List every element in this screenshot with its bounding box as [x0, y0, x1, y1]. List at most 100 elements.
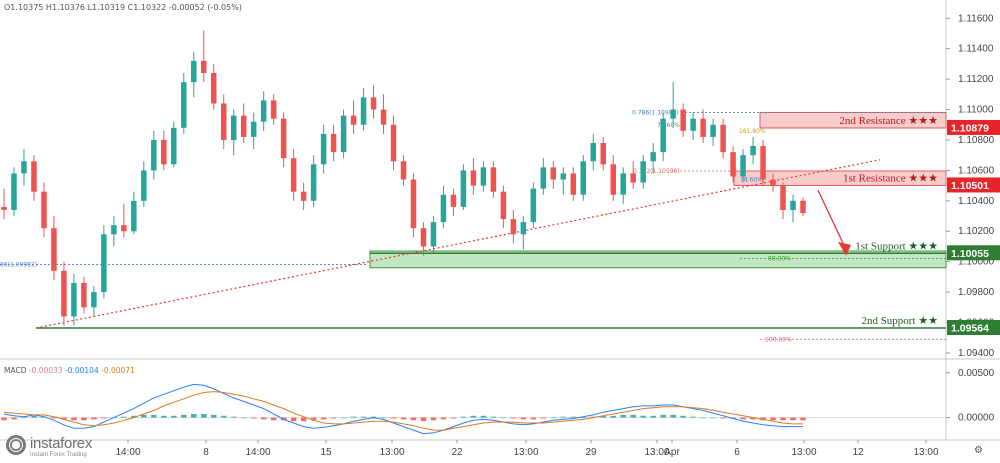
macd-histogram-bar: [450, 417, 457, 419]
macd-histogram-bar: [61, 417, 67, 420]
x-tick-label: 12: [852, 447, 864, 458]
candle-body: [450, 194, 457, 207]
candle-body: [151, 139, 157, 171]
fib-annotation: 86(1.09982): [0, 261, 37, 268]
candle-body: [750, 146, 756, 156]
x-tick-label: 13:00: [513, 447, 538, 458]
candle-body: [550, 167, 557, 180]
macd-histogram-bar: [350, 416, 357, 418]
macd-histogram-bar: [460, 416, 467, 418]
macd-histogram-bar: [510, 417, 517, 419]
macd-y-tick-label: 0.00500: [958, 368, 995, 379]
candle-body: [430, 222, 437, 247]
candle-body: [590, 143, 597, 162]
candle-body: [310, 164, 317, 201]
level-name: 2nd Resistance ★★★: [839, 115, 938, 127]
candle-body: [460, 170, 467, 207]
fib-annotation: 100.00%: [765, 336, 792, 343]
macd-histogram-bar: [151, 414, 157, 418]
candle-body: [360, 97, 367, 125]
candle-body: [240, 115, 247, 137]
macd-histogram-bar: [191, 414, 197, 418]
x-tick-label: Apr: [664, 447, 680, 458]
macd-signal-line: [3, 391, 803, 431]
candle-body: [191, 60, 197, 83]
macd-histogram-bar: [220, 415, 227, 418]
macd-histogram-bar: [260, 417, 267, 420]
macd-histogram-bar: [560, 416, 567, 418]
macd-histogram-bar: [530, 417, 537, 420]
price-badge-label: 1.10501: [951, 180, 989, 192]
macd-histogram-bar: [550, 417, 557, 419]
macd-histogram-bar: [101, 417, 107, 419]
x-tick-label: 13:00: [644, 447, 669, 458]
candle-body: [580, 161, 587, 195]
macd-histogram-bar: [780, 417, 786, 421]
candle-body: [560, 173, 567, 180]
price-badge: [947, 177, 1000, 193]
y-tick-label: 1.11400: [958, 44, 994, 55]
macd-histogram-bar: [440, 417, 447, 420]
candle-body: [640, 161, 646, 183]
macd-histogram-bar: [770, 417, 776, 421]
candle-body: [470, 170, 477, 186]
y-tick-label: 1.09800: [958, 287, 995, 298]
candle-body: [480, 167, 487, 186]
x-tick-label: 8: [203, 447, 209, 458]
candle-body: [490, 167, 497, 192]
y-tick-label: 1.10400: [958, 196, 995, 207]
candle-body: [201, 60, 207, 74]
price-badge-label: 1.10055: [951, 248, 989, 260]
macd-histogram-bar: [250, 417, 257, 419]
macd-y-tick-label: 0.00000: [958, 413, 995, 424]
candle-body: [350, 115, 357, 125]
x-tick-label: 13:00: [913, 447, 938, 458]
macd-histogram-bar: [670, 414, 676, 418]
candle-body: [720, 124, 726, 153]
price-badge: [947, 119, 1000, 135]
price-badge: [947, 320, 1000, 336]
candle-body: [800, 200, 806, 213]
macd-histogram-bar: [600, 415, 606, 418]
candle-body: [250, 121, 257, 137]
candle-body: [710, 124, 716, 137]
candle-body: [440, 194, 447, 223]
candle-body: [320, 133, 327, 165]
candle-body: [500, 191, 507, 220]
candle-body: [670, 109, 676, 119]
logo-tagline: Instant Forex Trading: [30, 452, 87, 458]
candle-body: [181, 82, 187, 128]
macd-histogram-bar: [680, 415, 686, 418]
candle-body: [790, 200, 796, 210]
fib-annotation: 0.382(1.10596): [633, 168, 680, 175]
candle-body: [570, 173, 577, 195]
candle-body: [21, 161, 27, 174]
macd-histogram-bar: [290, 417, 297, 422]
macd-histogram-bar: [360, 416, 367, 418]
fib-annotation: 78.60%: [657, 122, 680, 129]
macd-histogram-bar: [390, 417, 397, 419]
macd-histogram-bar: [270, 417, 277, 421]
candle-body: [31, 161, 37, 192]
candle-body: [330, 133, 337, 153]
projection-arrow-head: [838, 241, 851, 256]
candle-body: [760, 146, 766, 180]
level-name: 2nd Support ★★: [861, 315, 938, 327]
macd-histogram-bar: [420, 417, 427, 422]
candle-body: [730, 152, 736, 177]
instaforex-logo: instaforex Instant Forex Trading: [6, 433, 126, 461]
candle-body: [280, 118, 287, 159]
candle-body: [270, 100, 277, 119]
macd-histogram-bar: [790, 417, 796, 421]
candle-body: [410, 179, 417, 229]
candle-body: [61, 270, 67, 317]
macd-histogram-bar: [230, 416, 237, 418]
candle-body: [290, 158, 297, 192]
macd-histogram-bar: [430, 417, 437, 421]
settings-icon[interactable]: ⚙: [974, 445, 983, 456]
macd-histogram-bar: [51, 417, 57, 419]
macd-histogram-bar: [520, 417, 527, 420]
candle-body: [81, 282, 87, 308]
candle-body: [660, 118, 666, 153]
